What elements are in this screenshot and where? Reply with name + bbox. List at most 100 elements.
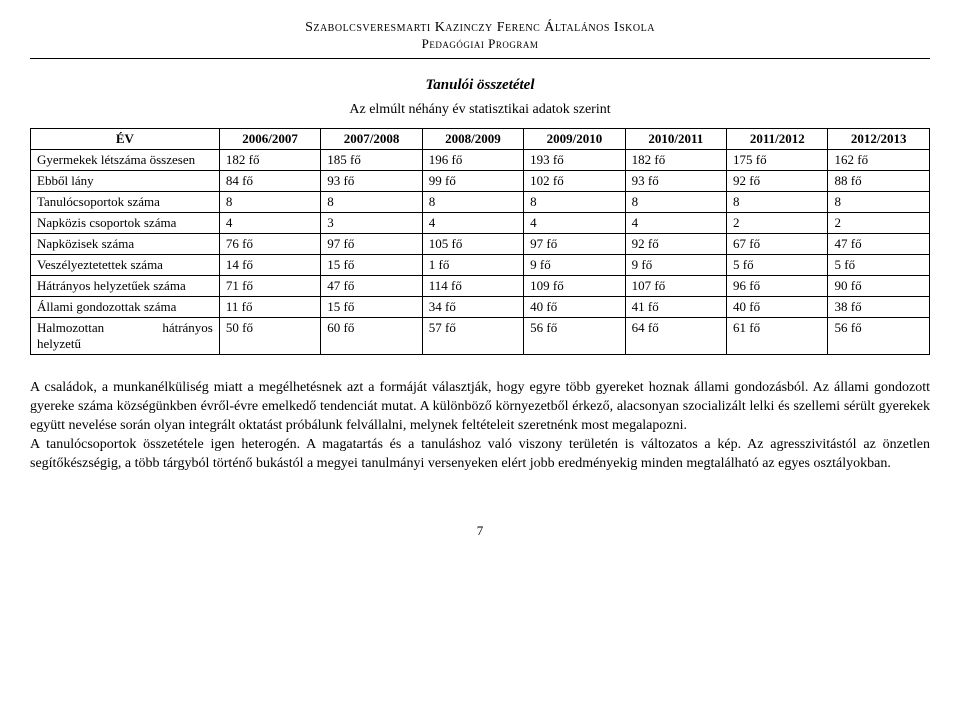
row-cell: 1 fő — [422, 255, 523, 276]
table-body: Gyermekek létszáma összesen182 fő185 fő1… — [31, 150, 930, 355]
row-cell: 4 — [524, 213, 625, 234]
paragraph: A tanulócsoportok összetétele igen heter… — [30, 436, 930, 474]
row-cell: 8 — [625, 192, 726, 213]
row-cell: 15 fő — [321, 255, 422, 276]
row-cell: 97 fő — [321, 234, 422, 255]
row-cell: 185 fő — [321, 150, 422, 171]
row-cell: 182 fő — [219, 150, 320, 171]
row-label: Állami gondozottak száma — [31, 297, 220, 318]
row-cell: 40 fő — [727, 297, 828, 318]
row-cell: 182 fő — [625, 150, 726, 171]
header-rule — [30, 58, 930, 59]
student-composition-table: ÉV 2006/2007 2007/2008 2008/2009 2009/20… — [30, 128, 930, 355]
row-cell: 34 fő — [422, 297, 523, 318]
page-number: 7 — [30, 523, 930, 539]
row-cell: 40 fő — [524, 297, 625, 318]
row-cell: 67 fő — [727, 234, 828, 255]
table-row: Ebből lány84 fő93 fő99 fő102 fő93 fő92 f… — [31, 171, 930, 192]
header-year: 2006/2007 — [219, 129, 320, 150]
header-year: 2008/2009 — [422, 129, 523, 150]
row-label: Napközis csoportok száma — [31, 213, 220, 234]
row-cell: 90 fő — [828, 276, 930, 297]
row-label: Napközisek száma — [31, 234, 220, 255]
row-label: Halmozottanhátrányoshelyzetű — [31, 318, 220, 355]
school-name: Szabolcsveresmarti Kazinczy Ferenc Által… — [30, 20, 930, 36]
row-cell: 102 fő — [524, 171, 625, 192]
row-cell: 105 fő — [422, 234, 523, 255]
row-cell: 76 fő — [219, 234, 320, 255]
row-cell: 71 fő — [219, 276, 320, 297]
row-cell: 4 — [625, 213, 726, 234]
row-cell: 114 fő — [422, 276, 523, 297]
row-cell: 88 fő — [828, 171, 930, 192]
header-year-label: ÉV — [31, 129, 220, 150]
table-row: Napközisek száma76 fő97 fő105 fő97 fő92 … — [31, 234, 930, 255]
row-cell: 11 fő — [219, 297, 320, 318]
row-cell: 4 — [422, 213, 523, 234]
row-cell: 15 fő — [321, 297, 422, 318]
row-cell: 38 fő — [828, 297, 930, 318]
row-cell: 56 fő — [524, 318, 625, 355]
row-cell: 9 fő — [524, 255, 625, 276]
table-row: Állami gondozottak száma11 fő15 fő34 fő4… — [31, 297, 930, 318]
row-cell: 9 fő — [625, 255, 726, 276]
section-subtitle: Tanulói összetétel — [30, 77, 930, 94]
table-row: Gyermekek létszáma összesen182 fő185 fő1… — [31, 150, 930, 171]
row-cell: 14 fő — [219, 255, 320, 276]
table-row: Veszélyeztetettek száma14 fő15 fő1 fő9 f… — [31, 255, 930, 276]
row-cell: 8 — [219, 192, 320, 213]
header-year: 2012/2013 — [828, 129, 930, 150]
row-label: Gyermekek létszáma összesen — [31, 150, 220, 171]
row-cell: 109 fő — [524, 276, 625, 297]
body-text: A családok, a munkanélküliség miatt a me… — [30, 379, 930, 473]
header-year: 2011/2012 — [727, 129, 828, 150]
row-cell: 93 fő — [321, 171, 422, 192]
row-cell: 41 fő — [625, 297, 726, 318]
section-subcaption: Az elmúlt néhány év statisztikai adatok … — [30, 102, 930, 118]
row-cell: 84 fő — [219, 171, 320, 192]
row-cell: 96 fő — [727, 276, 828, 297]
row-cell: 162 fő — [828, 150, 930, 171]
table-row: Napközis csoportok száma4344422 — [31, 213, 930, 234]
row-cell: 5 fő — [828, 255, 930, 276]
row-cell: 8 — [422, 192, 523, 213]
table-row: Halmozottanhátrányoshelyzetű50 fő60 fő57… — [31, 318, 930, 355]
row-cell: 2 — [727, 213, 828, 234]
table-row: Tanulócsoportok száma8888888 — [31, 192, 930, 213]
row-cell: 8 — [727, 192, 828, 213]
row-cell: 47 fő — [321, 276, 422, 297]
row-cell: 196 fő — [422, 150, 523, 171]
paragraph: A családok, a munkanélküliség miatt a me… — [30, 379, 930, 436]
row-cell: 8 — [321, 192, 422, 213]
row-cell: 175 fő — [727, 150, 828, 171]
row-cell: 8 — [828, 192, 930, 213]
row-cell: 92 fő — [625, 234, 726, 255]
row-cell: 92 fő — [727, 171, 828, 192]
row-cell: 99 fő — [422, 171, 523, 192]
row-cell: 97 fő — [524, 234, 625, 255]
header-year: 2007/2008 — [321, 129, 422, 150]
row-cell: 60 fő — [321, 318, 422, 355]
row-cell: 2 — [828, 213, 930, 234]
row-cell: 64 fő — [625, 318, 726, 355]
row-cell: 107 fő — [625, 276, 726, 297]
row-cell: 3 — [321, 213, 422, 234]
row-cell: 57 fő — [422, 318, 523, 355]
row-label: Ebből lány — [31, 171, 220, 192]
row-cell: 56 fő — [828, 318, 930, 355]
header-year: 2010/2011 — [625, 129, 726, 150]
table-header-row: ÉV 2006/2007 2007/2008 2008/2009 2009/20… — [31, 129, 930, 150]
row-cell: 93 fő — [625, 171, 726, 192]
row-cell: 50 fő — [219, 318, 320, 355]
row-cell: 5 fő — [727, 255, 828, 276]
row-cell: 47 fő — [828, 234, 930, 255]
program-name: Pedagógiai Program — [30, 36, 930, 52]
row-label: Veszélyeztetettek száma — [31, 255, 220, 276]
row-cell: 8 — [524, 192, 625, 213]
header-year: 2009/2010 — [524, 129, 625, 150]
row-label: Hátrányos helyzetűek száma — [31, 276, 220, 297]
row-label: Tanulócsoportok száma — [31, 192, 220, 213]
row-cell: 61 fő — [727, 318, 828, 355]
row-cell: 4 — [219, 213, 320, 234]
table-row: Hátrányos helyzetűek száma71 fő47 fő114 … — [31, 276, 930, 297]
